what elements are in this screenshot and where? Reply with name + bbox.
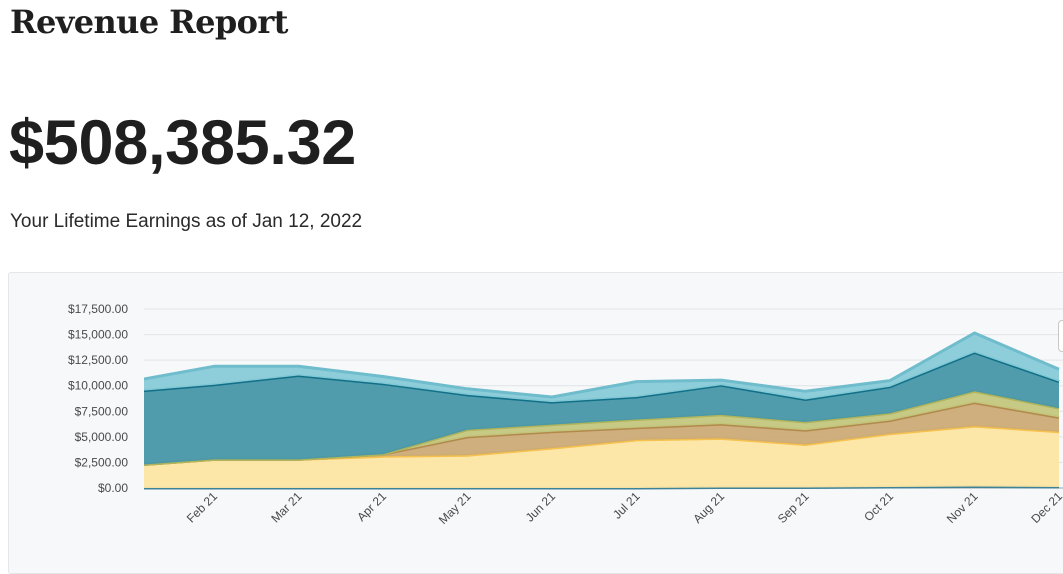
x-tick-label: Nov 21: [944, 489, 981, 526]
x-tick-label: Mar 21: [268, 489, 305, 526]
y-tick-label: $0.00: [98, 481, 128, 495]
x-tick-label: Oct 21: [861, 489, 896, 524]
y-tick-label: $12,500.00: [68, 353, 128, 367]
x-tick-label: Jun 21: [523, 489, 559, 525]
x-axis: Feb 21 Mar 21 Apr 21 May 21 Jun 21 Jul 21 Aug …: [184, 489, 1063, 527]
area-series-5: [144, 352, 1059, 465]
area-series-3: [144, 402, 1059, 465]
y-tick-label: $17,500.00: [68, 302, 128, 316]
lifetime-earnings-subtitle: Your Lifetime Earnings as of Jan 12, 202…: [10, 211, 363, 232]
y-tick-label: $5,000.00: [75, 430, 129, 444]
area-series-4: [144, 391, 1059, 465]
y-axis: $0.00 $2,500.00 $5,000.00 $7,500.00 $10,000.…: [68, 302, 128, 495]
chart-areas: [144, 331, 1060, 490]
x-tick-label: Jul 21: [610, 489, 643, 522]
page-title: Revenue Report: [10, 3, 288, 41]
x-tick-label: Aug 21: [690, 489, 727, 526]
x-tick-label: Apr 21: [354, 489, 389, 524]
y-tick-label: $2,500.00: [75, 455, 129, 469]
y-tick-label: $10,000.00: [68, 379, 128, 393]
chart-controls-button[interactable]: [1058, 320, 1063, 352]
x-tick-label: May 21: [436, 489, 474, 527]
x-tick-label: Feb 21: [184, 489, 221, 526]
x-tick-label: Dec 21: [1028, 489, 1063, 526]
revenue-stacked-area-chart: $0.00 $2,500.00 $5,000.00 $7,500.00 $10,000.…: [68, 302, 1063, 527]
y-tick-label: $15,000.00: [68, 328, 128, 342]
line-series-6: [144, 331, 1060, 399]
x-tick-label: Sep 21: [775, 489, 812, 526]
lifetime-earnings-total: $508,385.32: [9, 108, 357, 178]
y-tick-label: $7,500.00: [75, 404, 129, 418]
